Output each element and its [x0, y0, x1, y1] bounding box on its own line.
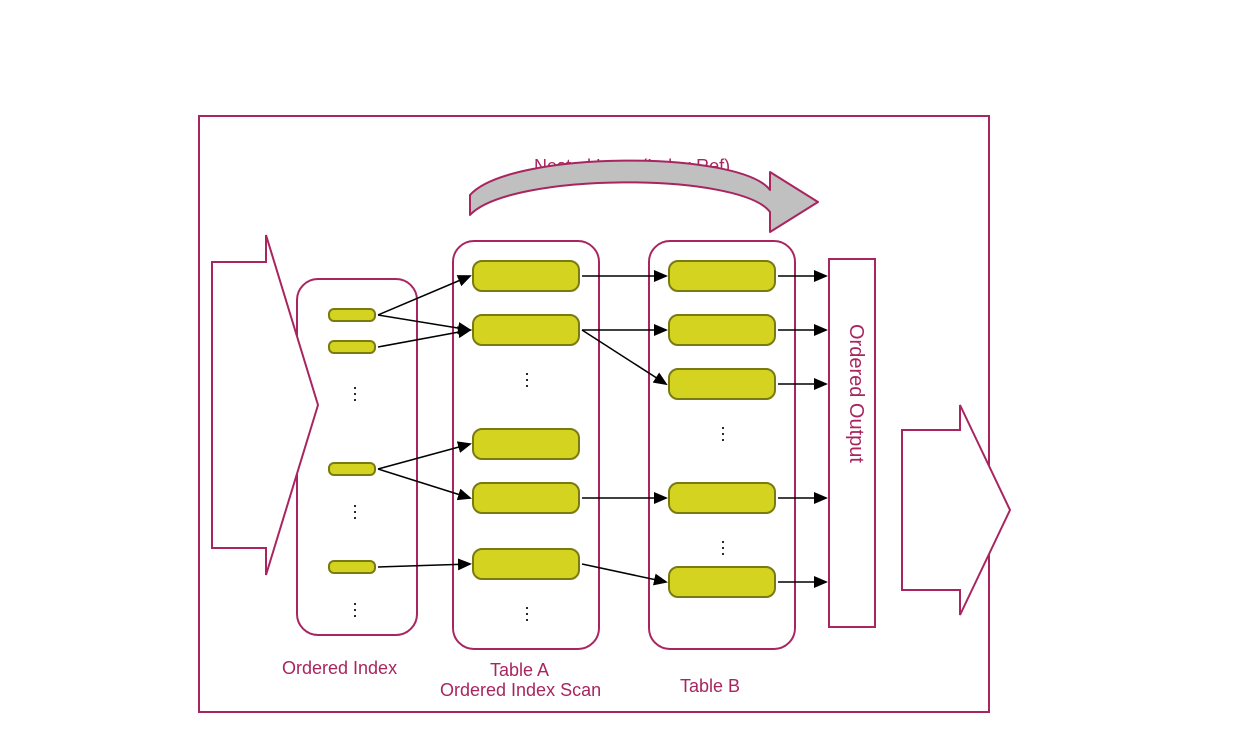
label-ordered-index: Ordered Index: [282, 658, 397, 679]
data-block: [472, 482, 580, 514]
ellipsis-dots: ...: [350, 498, 360, 516]
data-block: [668, 482, 776, 514]
ordered-output-label: Ordered Output: [844, 324, 867, 463]
ellipsis-dots: ...: [718, 534, 728, 552]
data-block: [668, 314, 776, 346]
label-table-b: Table B: [680, 676, 740, 697]
data-block: [472, 548, 580, 580]
label-nested-loop: Nested Loop (Index Ref): [534, 156, 730, 177]
panel-ordered-index: [296, 278, 418, 636]
ellipsis-dots: ...: [350, 596, 360, 614]
data-block: [328, 462, 376, 476]
ellipsis-dots: ...: [522, 366, 532, 384]
ellipsis-dots: ...: [350, 380, 360, 398]
data-block: [668, 260, 776, 292]
label-ordered-index-scan: Ordered Index Scan: [440, 680, 601, 701]
ellipsis-dots: ...: [718, 420, 728, 438]
data-block: [328, 340, 376, 354]
data-block: [472, 428, 580, 460]
data-block: [668, 368, 776, 400]
label-table-a: Table A: [490, 660, 549, 681]
data-block: [472, 260, 580, 292]
data-block: [328, 560, 376, 574]
data-block: [328, 308, 376, 322]
data-block: [472, 314, 580, 346]
diagram-canvas: Ordered Output ..................... Ord…: [0, 0, 1240, 751]
ellipsis-dots: ...: [522, 600, 532, 618]
data-block: [668, 566, 776, 598]
